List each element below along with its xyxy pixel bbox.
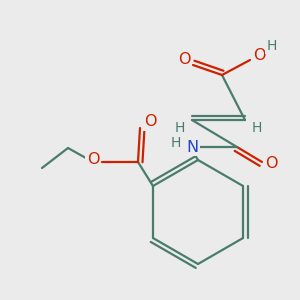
Text: H: H [267, 39, 277, 53]
Text: O: O [144, 115, 156, 130]
Text: H: H [175, 121, 185, 135]
Text: H: H [171, 136, 181, 150]
Text: O: O [178, 52, 190, 67]
Text: N: N [186, 140, 198, 154]
Text: H: H [252, 121, 262, 135]
Text: O: O [265, 157, 277, 172]
Text: O: O [87, 152, 99, 167]
Text: O: O [253, 49, 265, 64]
